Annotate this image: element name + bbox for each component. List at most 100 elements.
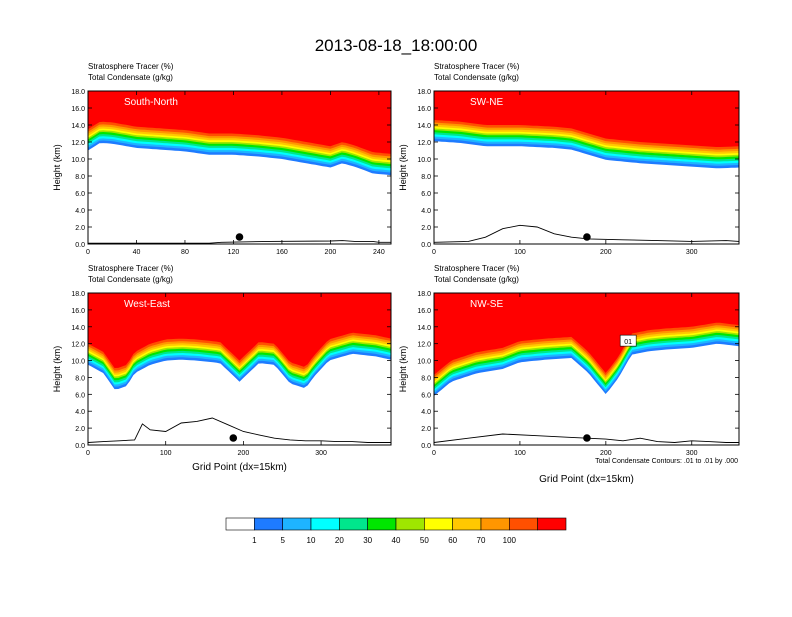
y-tick-label: 4.0	[421, 409, 431, 416]
tracer-core	[88, 91, 391, 154]
colorbar-label: 20	[335, 536, 344, 545]
y-tick-label: 10.0	[417, 157, 431, 164]
x-tick-label: 40	[133, 249, 141, 256]
tracer-core	[434, 293, 739, 375]
y-tick-label: 4.0	[75, 409, 85, 416]
x-tick-label: 120	[228, 249, 240, 256]
colorbar-label: 5	[280, 536, 285, 545]
panel-2: SW-NE Stratosphere Tracer (%) Total Conden…	[398, 62, 740, 256]
y-axis-label: Height (km)	[52, 144, 62, 191]
colorbar-swatch	[254, 517, 283, 531]
panel-1: South-North Stratosphere Tracer (%) Total …	[52, 62, 392, 256]
colorbar-swatch	[424, 517, 453, 531]
colorbar-label: 1	[252, 536, 257, 545]
panel-header-line: Stratosphere Tracer (%)	[434, 62, 520, 71]
y-tick-label: 0.0	[421, 242, 431, 249]
panel-3: West-East Stratosphere Tracer (%) Total Co…	[52, 264, 392, 473]
tracer-field	[434, 293, 739, 443]
colorbar-swatch	[310, 517, 340, 531]
x-tick-label: 200	[600, 450, 612, 457]
y-axis-label: Height (km)	[398, 346, 408, 393]
y-axis-label: Height (km)	[52, 346, 62, 393]
tracer-field	[88, 293, 391, 443]
colorbar-label: 60	[448, 536, 457, 545]
colorbar-swatch	[225, 517, 255, 531]
y-tick-label: 14.0	[71, 123, 85, 130]
y-tick-label: 8.0	[421, 174, 431, 181]
x-axis-label: Grid Point (dx=15km)	[192, 462, 287, 473]
y-tick-label: 2.0	[421, 426, 431, 433]
contour-note: Total Condensate Contours: .01 to .01 by…	[595, 458, 738, 465]
colorbar-label: 40	[392, 536, 401, 545]
colorbar-swatch	[367, 517, 397, 531]
x-axis-label: Grid Point (dx=15km)	[539, 474, 634, 485]
y-tick-label: 10.0	[71, 359, 85, 366]
x-tick-label: 0	[432, 249, 436, 256]
tracer-core	[434, 91, 739, 147]
location-marker	[229, 434, 238, 442]
y-axis-label: Height (km)	[398, 144, 408, 191]
y-tick-label: 4.0	[421, 208, 431, 215]
x-tick-label: 0	[86, 450, 90, 457]
plot-frame	[87, 292, 392, 446]
location-marker	[583, 434, 591, 442]
x-tick-label: 200	[600, 249, 612, 256]
x-tick-label: 100	[514, 249, 526, 256]
panel-header-line: Stratosphere Tracer (%)	[434, 264, 520, 273]
x-tick-label: 0	[86, 249, 90, 256]
x-tick-label: 300	[686, 450, 698, 457]
panel-title: SW-NE	[470, 97, 503, 108]
y-tick-label: 8.0	[75, 174, 85, 181]
y-tick-label: 6.0	[75, 392, 85, 399]
colorbar: 1 5 10 20 30 40 50 60 70 100	[225, 517, 567, 545]
y-tick-label: 2.0	[421, 225, 431, 232]
x-tick-label: 200	[238, 450, 250, 457]
y-tick-label: 12.0	[71, 140, 85, 147]
y-tick-label: 6.0	[421, 191, 431, 198]
location-marker	[235, 233, 244, 241]
panel-title: NW-SE	[470, 299, 503, 310]
colorbar-swatch	[452, 517, 482, 531]
colorbar-swatch	[537, 517, 567, 531]
y-tick-label: 12.0	[417, 140, 431, 147]
y-tick-label: 6.0	[75, 191, 85, 198]
location-marker	[583, 233, 591, 241]
x-tick-label: 100	[160, 450, 172, 457]
terrain-line	[434, 433, 739, 443]
y-tick-label: 10.0	[71, 157, 85, 164]
terrain-line	[88, 417, 391, 443]
colorbar-swatch	[480, 517, 510, 531]
panel-header-line: Total Condensate (g/kg)	[434, 73, 519, 82]
y-tick-label: 16.0	[71, 106, 85, 113]
x-tick-label: 100	[514, 450, 526, 457]
y-tick-label: 6.0	[421, 392, 431, 399]
x-tick-label: 160	[276, 249, 288, 256]
x-tick-label: 240	[373, 249, 385, 256]
colorbar-swatch	[395, 517, 425, 531]
y-tick-label: 8.0	[75, 375, 85, 382]
colorbar-label: 10	[307, 536, 316, 545]
x-tick-label: 300	[686, 249, 698, 256]
y-tick-label: 18.0	[71, 89, 85, 96]
plot-frame	[433, 292, 740, 446]
panel-4: NW-SE 01 Stratosphere Tracer (%) Total Cond…	[398, 264, 740, 485]
terrain-line	[88, 240, 391, 244]
x-tick-label: 200	[325, 249, 337, 256]
colorbar-label: 70	[477, 536, 486, 545]
y-tick-label: 18.0	[71, 291, 85, 298]
y-tick-label: 14.0	[71, 325, 85, 332]
y-tick-label: 2.0	[75, 426, 85, 433]
contour-label-box	[619, 334, 637, 347]
y-tick-label: 18.0	[417, 291, 431, 298]
y-tick-label: 0.0	[75, 242, 85, 249]
y-tick-label: 16.0	[417, 106, 431, 113]
plot-frame	[433, 90, 740, 245]
y-tick-label: 18.0	[417, 89, 431, 96]
colorbar-swatch	[509, 517, 538, 531]
contour-label: 01	[624, 339, 632, 346]
panel-header-line: Total Condensate (g/kg)	[88, 275, 173, 284]
colorbar-label: 100	[503, 536, 517, 545]
y-tick-label: 16.0	[71, 308, 85, 315]
x-tick-label: 0	[432, 450, 436, 457]
